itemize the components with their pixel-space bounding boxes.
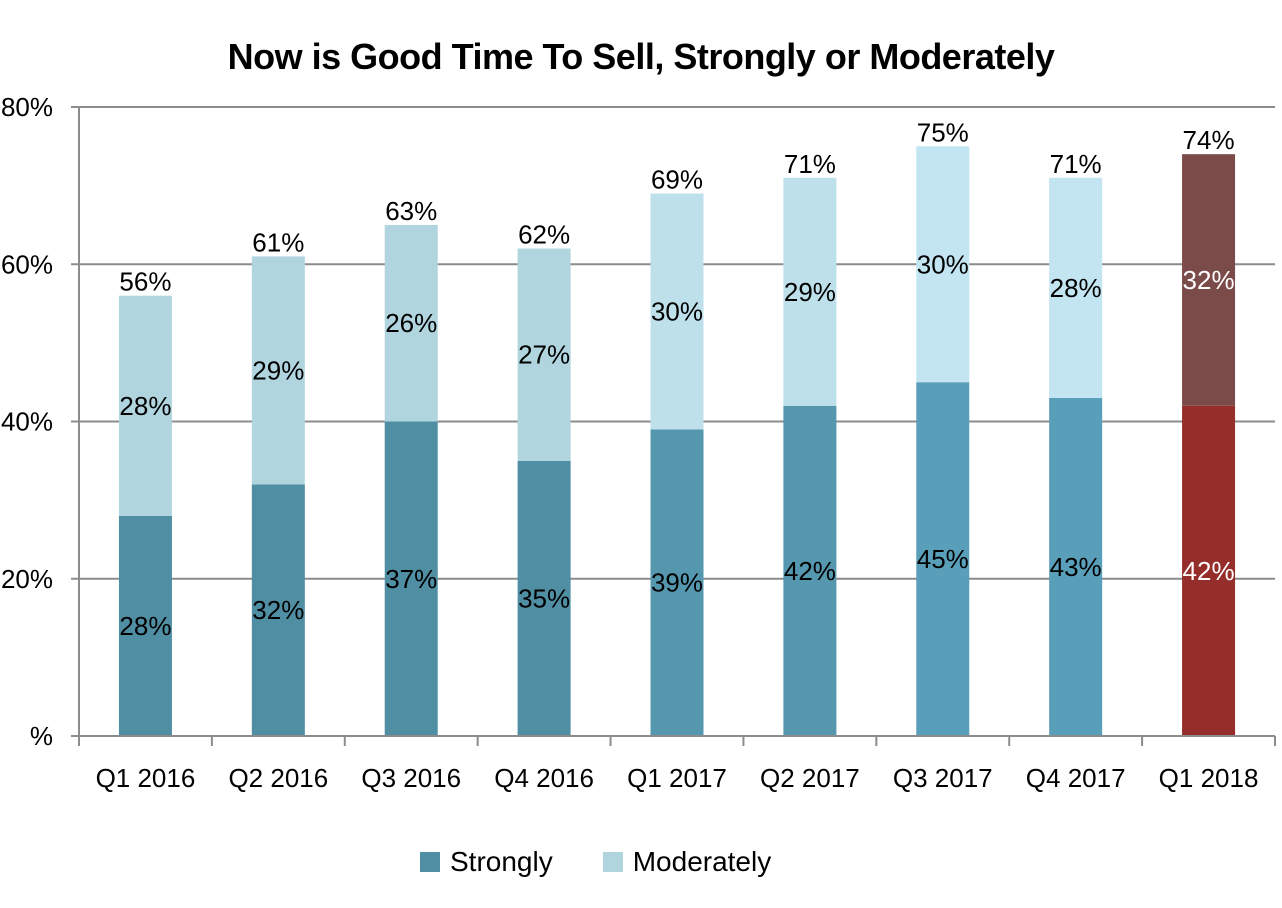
x-tick-label: Q2 2017 (760, 763, 860, 793)
legend-swatch-strongly (420, 852, 440, 872)
legend-label-moderately: Moderately (632, 846, 772, 877)
bar-strongly (384, 421, 438, 736)
legend-item-moderately: Moderately (602, 846, 772, 878)
bar-strongly (251, 484, 305, 736)
bar-strongly (1182, 405, 1236, 736)
bar-strongly (517, 460, 571, 736)
data-label-moderately: 30% (651, 296, 703, 326)
y-tick-label: 20% (1, 564, 53, 594)
bar-moderately (916, 146, 970, 383)
data-label-total: 71% (784, 149, 836, 179)
x-tick-label: Q1 2017 (627, 763, 727, 793)
bar-moderately (384, 224, 438, 422)
x-tick-label: Q1 2018 (1159, 763, 1259, 793)
data-label-strongly: 45% (917, 544, 969, 574)
data-label-moderately: 27% (518, 340, 570, 370)
data-label-moderately: 29% (784, 277, 836, 307)
data-label-moderately: 30% (917, 249, 969, 279)
y-tick-label: 60% (1, 249, 53, 279)
x-tick-label: Q2 2016 (228, 763, 328, 793)
data-label-total: 75% (917, 117, 969, 147)
data-label-total: 74% (1183, 125, 1235, 155)
data-label-total: 69% (651, 164, 703, 194)
data-label-strongly: 32% (252, 595, 304, 625)
data-label-strongly: 37% (385, 564, 437, 594)
x-tick-label: Q4 2016 (494, 763, 594, 793)
x-tick-label: Q3 2017 (893, 763, 993, 793)
data-label-moderately: 29% (252, 355, 304, 385)
data-label-strongly: 43% (1050, 552, 1102, 582)
chart-title: Now is Good Time To Sell, Strongly or Mo… (227, 36, 1055, 77)
y-tick-label: % (30, 721, 53, 751)
bars (118, 146, 1236, 736)
bar-strongly (1049, 397, 1103, 736)
legend-item-strongly: Strongly (420, 846, 553, 878)
data-label-total: 71% (1050, 149, 1102, 179)
data-labels: 28% 28% 56% 32% 29% 61% 37% 26% 63% 35% 27% 62% 39% 3… (119, 117, 1234, 641)
bar-moderately (783, 177, 837, 406)
bar-strongly (650, 429, 704, 736)
bar-strongly (783, 405, 837, 736)
data-label-total: 56% (119, 267, 171, 297)
legend-label-strongly: Strongly (450, 846, 553, 877)
data-label-total: 62% (518, 220, 570, 250)
legend: Strongly Moderately (420, 846, 821, 878)
bar-strongly (916, 382, 970, 736)
axes: % 20% 40% 60% 80% Q1 2016 Q2 2016 Q3 2016 Q4 201… (1, 92, 1276, 793)
data-label-strongly: 42% (1183, 556, 1235, 586)
bar-moderately (650, 193, 704, 430)
x-tick-label: Q3 2016 (361, 763, 461, 793)
data-label-strongly: 28% (119, 611, 171, 641)
data-label-moderately: 28% (1050, 273, 1102, 303)
data-label-strongly: 39% (651, 568, 703, 598)
data-label-strongly: 35% (518, 583, 570, 613)
data-label-moderately: 32% (1183, 265, 1235, 295)
y-tick-label: 80% (1, 92, 53, 122)
bar-moderately (517, 248, 571, 461)
x-tick-label: Q1 2016 (96, 763, 196, 793)
data-label-total: 63% (385, 196, 437, 226)
bar-moderately (251, 256, 305, 485)
x-tick-label: Q4 2017 (1026, 763, 1126, 793)
data-label-moderately: 26% (385, 308, 437, 338)
data-label-moderately: 28% (119, 391, 171, 421)
data-label-strongly: 42% (784, 556, 836, 586)
bar-moderately (1049, 177, 1103, 398)
bar-strongly (118, 515, 172, 736)
bar-moderately (1182, 154, 1236, 406)
y-tick-label: 40% (1, 407, 53, 437)
bar-moderately (118, 295, 172, 516)
legend-swatch-moderately (602, 852, 623, 872)
data-label-total: 61% (252, 227, 304, 257)
